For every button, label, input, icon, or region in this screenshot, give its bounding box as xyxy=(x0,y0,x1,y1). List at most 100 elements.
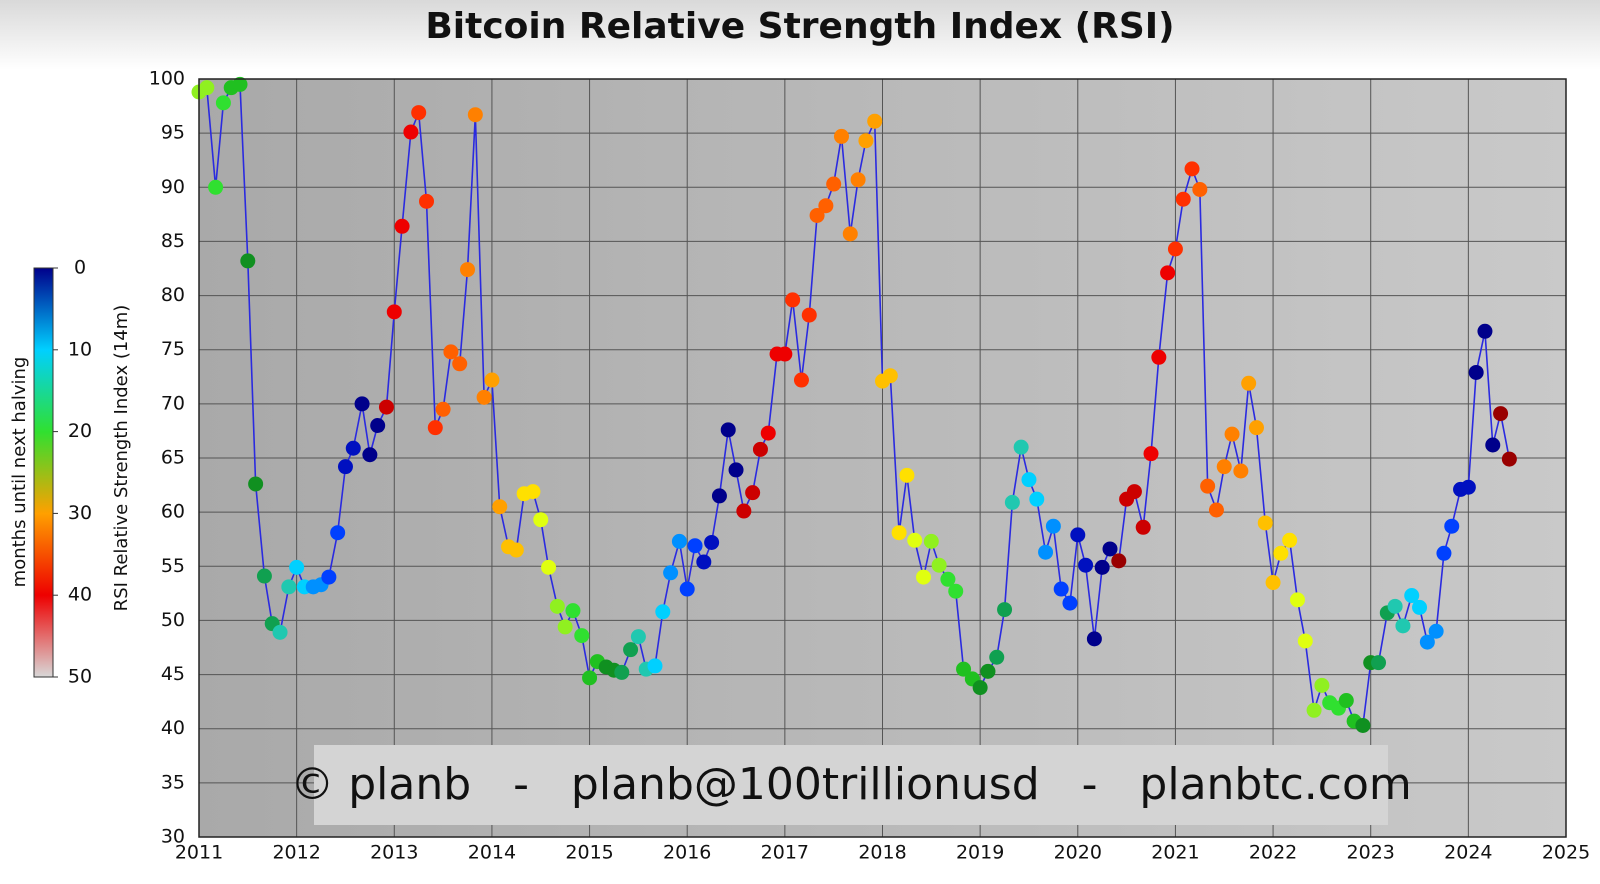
point xyxy=(1062,595,1078,611)
point xyxy=(419,193,435,209)
header-bg xyxy=(0,0,1600,70)
point xyxy=(1078,557,1094,573)
point xyxy=(1135,519,1151,535)
y-tick-label: 75 xyxy=(161,338,185,360)
point xyxy=(1167,241,1183,257)
point xyxy=(460,262,476,278)
point xyxy=(215,95,231,111)
point xyxy=(403,124,419,140)
point xyxy=(378,399,394,415)
point xyxy=(931,557,947,573)
point xyxy=(452,356,468,372)
point xyxy=(435,401,451,417)
point xyxy=(1248,420,1264,436)
x-tick-label: 2014 xyxy=(468,842,516,864)
point xyxy=(508,542,524,558)
point xyxy=(972,680,988,696)
colorbar-tick-label: 20 xyxy=(68,420,92,442)
x-tick-label: 2021 xyxy=(1151,842,1199,864)
chart-title: Bitcoin Relative Strength Index (RSI) xyxy=(425,6,1174,47)
point xyxy=(630,629,646,645)
point xyxy=(1282,532,1298,548)
point xyxy=(679,581,695,597)
point xyxy=(793,372,809,388)
point xyxy=(354,396,370,412)
y-tick-label: 80 xyxy=(161,284,185,306)
y-tick-label: 30 xyxy=(161,826,185,848)
point xyxy=(525,484,541,500)
point xyxy=(394,218,410,234)
x-tick-label: 2012 xyxy=(272,842,320,864)
point xyxy=(565,603,581,619)
point xyxy=(1371,655,1387,671)
point xyxy=(687,538,703,554)
point xyxy=(330,525,346,541)
marks xyxy=(191,76,1517,733)
colorbar-label: months until next halving xyxy=(9,357,30,588)
point xyxy=(1493,406,1509,422)
point xyxy=(557,619,573,635)
point xyxy=(1501,451,1517,467)
point xyxy=(1224,426,1240,442)
y-tick-label: 100 xyxy=(149,68,185,90)
point xyxy=(574,628,590,644)
point xyxy=(1265,575,1281,591)
point xyxy=(1468,364,1484,380)
y-tick-label: 40 xyxy=(161,717,185,739)
y-tick-label: 55 xyxy=(161,555,185,577)
point xyxy=(1111,553,1127,569)
y-tick-label: 60 xyxy=(161,501,185,523)
point xyxy=(760,425,776,441)
point xyxy=(1102,541,1118,557)
colorbar xyxy=(33,267,54,678)
x-tick-label: 2016 xyxy=(663,842,711,864)
x-tick-label: 2025 xyxy=(1542,842,1590,864)
colorbar-tick-label: 30 xyxy=(68,502,92,524)
y-tick-label: 95 xyxy=(161,122,185,144)
colorbar-tick-label: 40 xyxy=(68,584,92,606)
point xyxy=(1045,518,1061,534)
point xyxy=(1395,618,1411,634)
y-tick-label: 65 xyxy=(161,447,185,469)
x-tick-label: 2020 xyxy=(1054,842,1102,864)
y-tick-label: 50 xyxy=(161,609,185,631)
point xyxy=(289,559,305,575)
point xyxy=(809,207,825,223)
point xyxy=(476,389,492,405)
point xyxy=(345,440,361,456)
colorbar-ticks: 0 10 20 30 40 50 xyxy=(53,257,92,688)
y-tick-label: 70 xyxy=(161,392,185,414)
point xyxy=(199,80,215,96)
point xyxy=(256,568,272,584)
point xyxy=(1175,191,1191,207)
point xyxy=(850,172,866,188)
point xyxy=(484,372,500,388)
point xyxy=(1241,375,1257,391)
point xyxy=(370,418,386,434)
point xyxy=(923,533,939,549)
colorbar-tick-label: 0 xyxy=(74,257,86,279)
point xyxy=(411,105,427,121)
point xyxy=(916,569,932,585)
point xyxy=(1404,588,1420,604)
point xyxy=(321,569,337,585)
point xyxy=(858,133,874,149)
point xyxy=(833,128,849,144)
point xyxy=(427,420,443,436)
point xyxy=(337,459,353,475)
point xyxy=(248,476,264,492)
point xyxy=(1338,693,1354,709)
point xyxy=(1428,623,1444,639)
point xyxy=(281,579,297,595)
x-tick-label: 2023 xyxy=(1347,842,1395,864)
point xyxy=(696,554,712,570)
point xyxy=(1208,502,1224,518)
point xyxy=(541,559,557,575)
point xyxy=(777,346,793,362)
point xyxy=(785,292,801,308)
point xyxy=(1021,472,1037,488)
point xyxy=(386,304,402,320)
point xyxy=(232,76,248,92)
x-tick-label: 2017 xyxy=(761,842,809,864)
point xyxy=(980,663,996,679)
